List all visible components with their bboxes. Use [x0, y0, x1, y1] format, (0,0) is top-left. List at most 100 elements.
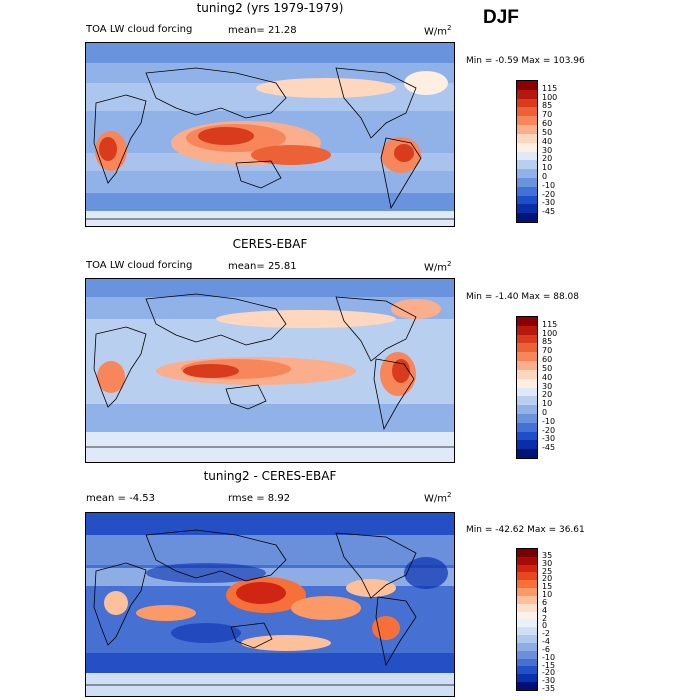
- panel2-map: [85, 278, 455, 463]
- panel1-title: tuning2 (yrs 1979-1979): [196, 1, 344, 15]
- panel1-mean: mean= 21.28: [228, 25, 297, 36]
- panel2-variable: TOA LW cloud forcing: [86, 260, 193, 271]
- colorbar-swatch: [517, 177, 537, 187]
- colorbar-swatch: [517, 89, 537, 99]
- panel1-mean-value: 21.28: [267, 25, 297, 36]
- colorbar-tick-label: 10: [542, 399, 553, 409]
- colorbar-tick-label: -30: [542, 676, 556, 686]
- colorbar-tick-label: 60: [542, 119, 553, 129]
- colorbar-tick-label: -20: [542, 668, 556, 678]
- colorbar-swatch: [517, 658, 537, 667]
- colorbar-tick-label: -20: [542, 425, 556, 435]
- colorbar-swatch: [517, 619, 537, 628]
- colorbar-tick-label: 6: [542, 597, 548, 607]
- panel2-map-field: [86, 279, 454, 462]
- colorbar-swatch: [517, 588, 537, 596]
- colorbar-swatch: [517, 650, 537, 659]
- colorbar-tick-label: -45: [542, 443, 556, 453]
- colorbar-tick-label: 100: [542, 92, 558, 102]
- panel1-colorbar: [516, 80, 538, 223]
- colorbar-swatch: [517, 635, 537, 643]
- colorbar-tick-label: 40: [542, 136, 553, 146]
- colorbar-tick-label: -6: [542, 644, 550, 654]
- colorbar-tick-label: -2: [542, 629, 550, 639]
- colorbar-swatch: [517, 204, 537, 214]
- colorbar-swatch: [517, 116, 537, 126]
- colorbar-swatch: [517, 352, 537, 362]
- colorbar-swatch: [517, 160, 537, 170]
- colorbar-swatch: [517, 325, 537, 335]
- colorbar-tick-label: -10: [542, 180, 556, 190]
- colorbar-swatch: [517, 405, 537, 414]
- panel3-map: [85, 512, 455, 697]
- panel1-map-field: [86, 43, 454, 226]
- colorbar-tick-label: -30: [542, 434, 556, 444]
- colorbar-swatch: [517, 611, 537, 620]
- colorbar-swatch: [517, 98, 537, 108]
- colorbar-tick-label: 30: [542, 381, 553, 391]
- colorbar-tick-label: 10: [542, 163, 553, 173]
- colorbar-tick-label: 2: [542, 613, 548, 623]
- panel3-title: tuning2 - CERES-EBAF: [203, 469, 337, 483]
- colorbar-tick-label: -4: [542, 637, 550, 646]
- panel2-colorbar: [516, 316, 538, 459]
- panel3-mean: mean = -4.53: [86, 493, 155, 504]
- colorbar-tick-label: 4: [542, 605, 548, 615]
- colorbar-tick-label: 20: [542, 154, 553, 164]
- colorbar-swatch: [517, 564, 537, 573]
- colorbar-tick-label: 70: [542, 346, 553, 356]
- colorbar-tick-label: 35: [542, 550, 553, 560]
- colorbar-tick-label: 60: [542, 355, 553, 365]
- colorbar-tick-label: 10: [542, 590, 553, 599]
- colorbar-tick-label: -15: [542, 660, 556, 670]
- panel2-mean-value: 25.81: [267, 261, 297, 272]
- colorbar-swatch: [517, 213, 537, 222]
- panel1-minmax: Min = -0.59 Max = 103.96: [466, 56, 585, 66]
- panel2-colorbar-ticks: 115 100 85 70 60 50 40 30 20 10 0 -10 -20 -30 -45: [542, 316, 582, 459]
- panel1-map: [85, 42, 455, 227]
- colorbar-tick-label: 100: [542, 328, 558, 338]
- colorbar-tick-label: 20: [542, 390, 553, 400]
- panel3-minmax: Min = -42.62 Max = 36.61: [466, 525, 585, 535]
- colorbar-swatch: [517, 142, 537, 152]
- colorbar-swatch: [517, 125, 537, 134]
- colorbar-swatch: [517, 431, 537, 441]
- colorbar-swatch: [517, 572, 537, 581]
- colorbar-swatch: [517, 387, 537, 397]
- panel3-mean-value: -4.53: [129, 493, 155, 504]
- colorbar-swatch: [517, 169, 537, 178]
- colorbar-tick-label: -35: [542, 684, 556, 693]
- colorbar-swatch: [517, 107, 537, 117]
- colorbar-tick-label: 85: [542, 101, 553, 111]
- colorbar-swatch: [517, 413, 537, 423]
- panel2-title: CERES-EBAF: [232, 237, 308, 251]
- colorbar-swatch: [517, 556, 537, 565]
- colorbar-tick-label: -10: [542, 416, 556, 426]
- colorbar-swatch: [517, 682, 537, 690]
- colorbar-swatch: [517, 603, 537, 612]
- colorbar-swatch: [517, 81, 537, 90]
- panel1-units: W/m2: [424, 24, 452, 38]
- colorbar-swatch: [517, 449, 537, 458]
- colorbar-swatch: [517, 334, 537, 344]
- colorbar-swatch: [517, 549, 537, 557]
- colorbar-swatch: [517, 378, 537, 388]
- colorbar-tick-label: 40: [542, 372, 553, 382]
- colorbar-swatch: [517, 317, 537, 326]
- panel3-units: W/m2: [424, 491, 452, 505]
- panel1-colorbar-ticks: 115 100 85 70 60 50 40 30 20 10 0 -10 -20 -30 -45: [542, 80, 582, 223]
- panel1-variable: TOA LW cloud forcing: [86, 24, 193, 35]
- colorbar-tick-label: 0: [542, 171, 548, 181]
- colorbar-tick-label: -10: [542, 652, 556, 662]
- panel3-colorbar-ticks: 35 30 25 20 15 10 6 4 2 0 -2 -4 -6 -10 -15 -20 -30 -35: [542, 548, 582, 693]
- colorbar-tick-label: 70: [542, 110, 553, 120]
- colorbar-tick-label: -30: [542, 198, 556, 208]
- panel3-map-field: [86, 513, 454, 696]
- colorbar-swatch: [517, 186, 537, 196]
- colorbar-swatch: [517, 666, 537, 675]
- colorbar-tick-label: 115: [542, 319, 558, 329]
- colorbar-swatch: [517, 151, 537, 161]
- panel2-units: W/m2: [424, 260, 452, 274]
- colorbar-tick-label: 115: [542, 83, 558, 93]
- colorbar-tick-label: 30: [542, 558, 553, 568]
